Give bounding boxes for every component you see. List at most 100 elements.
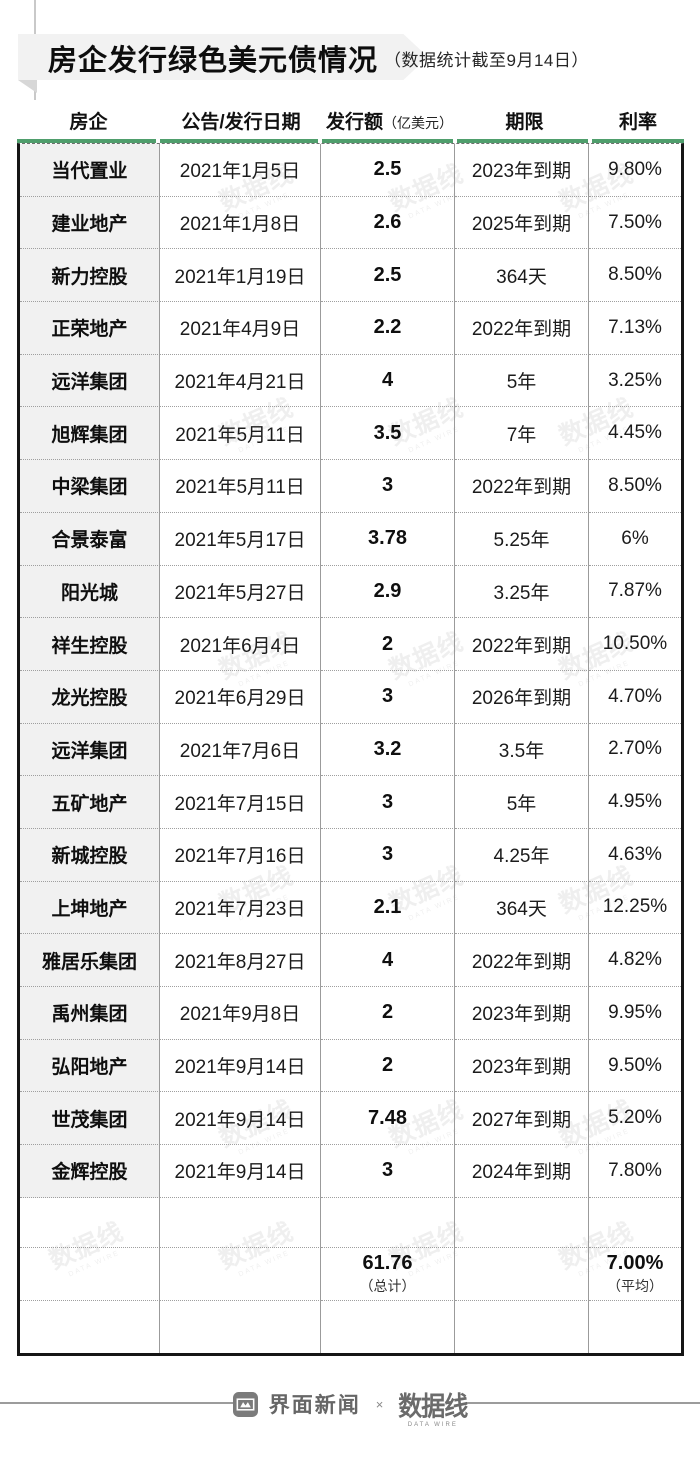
date-cell: 2021年9月14日: [160, 1092, 321, 1146]
page-title: 房企发行绿色美元债情况: [48, 45, 379, 77]
datawire-logo: 数据线 DATA WIRE: [398, 1386, 468, 1428]
rate-cell: 6%: [589, 513, 681, 566]
rate-cell: 7.87%: [589, 566, 681, 619]
empty-cell: [20, 1197, 160, 1248]
rate-cell: 8.50%: [589, 460, 681, 513]
rate-cell: 12.25%: [589, 882, 681, 935]
term-cell: 2026年到期: [455, 670, 589, 724]
company-cell: 正荣地产: [20, 302, 160, 355]
accent-bar: [592, 139, 684, 143]
rate-cell: 8.50%: [589, 249, 681, 303]
rate-cell: 4.82%: [589, 934, 681, 987]
term-cell: 2022年到期: [455, 302, 589, 355]
company-cell: 合景泰富: [20, 512, 160, 566]
footer-divider-left: [0, 1402, 235, 1404]
rate-cell: 10.50%: [589, 618, 681, 671]
date-cell: 2021年9月14日: [160, 1145, 321, 1198]
amount-cell: 3.2: [321, 723, 455, 777]
term-cell: 2023年到期: [455, 987, 589, 1040]
empty-cell: [589, 1301, 681, 1353]
company-cell: 五矿地产: [20, 776, 160, 829]
company-cell: 旭辉集团: [20, 407, 160, 461]
term-cell: 364天: [455, 881, 589, 935]
rate-cell: 4.70%: [589, 671, 681, 724]
term-cell: 2022年到期: [455, 460, 589, 513]
header-term: 期限: [505, 111, 544, 133]
term-cell: 4.25年: [455, 828, 589, 882]
term-cell: 5.25年: [455, 512, 589, 566]
header-rate: 利率: [618, 111, 657, 133]
rate-cell: 7.13%: [589, 302, 681, 355]
header-company: 房企: [69, 111, 108, 133]
rate-cell: 9.50%: [589, 1040, 681, 1093]
company-cell: 世茂集团: [20, 1092, 160, 1146]
amount-cell: 3.78: [321, 512, 455, 566]
date-cell: 2021年1月19日: [160, 249, 321, 303]
title-block: 房企发行绿色美元债情况 （数据统计截至9月14日）: [48, 36, 589, 80]
rate-cell: 2.70%: [589, 724, 681, 777]
company-cell: 远洋集团: [20, 354, 160, 408]
average-rate-cell: 7.00% （平均）: [589, 1248, 681, 1301]
accent-bar: [160, 139, 318, 143]
jiemian-brand-text: 界面新闻: [268, 1394, 361, 1417]
empty-cell: [455, 1247, 589, 1301]
term-cell: 2027年到期: [455, 1092, 589, 1146]
amount-cell: 3: [321, 776, 455, 829]
table-header-row: 房企 公告/发行日期 发行额（亿美元） 期限 利率: [17, 101, 684, 139]
header-accent-bars: [17, 139, 684, 143]
rate-cell: 7.80%: [589, 1145, 681, 1198]
company-cell: 新力控股: [20, 249, 160, 303]
company-cell: 金辉控股: [20, 1145, 160, 1198]
total-amount-value: 61.76: [362, 1251, 413, 1274]
amount-cell: 4: [321, 354, 455, 408]
empty-cell: [455, 1300, 589, 1353]
amount-cell: 3: [321, 1145, 455, 1198]
amount-cell: 3.5: [321, 407, 455, 461]
amount-cell: 7.48: [321, 1092, 455, 1146]
date-cell: 2021年5月17日: [160, 512, 321, 566]
date-cell: 2021年7月23日: [160, 881, 321, 935]
amount-cell: 2.2: [321, 302, 455, 355]
amount-cell: 3: [321, 670, 455, 724]
average-rate-label: （平均）: [607, 1277, 663, 1294]
datawire-brand-text: 数据线: [398, 1391, 468, 1422]
amount-cell: 3: [321, 460, 455, 513]
date-cell: 2021年1月5日: [160, 144, 321, 197]
amount-cell: 2.9: [321, 565, 455, 619]
company-cell: 新城控股: [20, 828, 160, 882]
term-cell: 2024年到期: [455, 1145, 589, 1198]
rate-cell: 4.63%: [589, 829, 681, 882]
rate-cell: 9.80%: [589, 144, 681, 197]
amount-cell: 2.1: [321, 881, 455, 935]
date-cell: 2021年7月16日: [160, 828, 321, 882]
date-cell: 2021年7月6日: [160, 723, 321, 777]
company-cell: 上坤地产: [20, 881, 160, 935]
jiemian-logo-icon: [232, 1391, 258, 1417]
date-cell: 2021年9月14日: [160, 1039, 321, 1093]
brand-separator: ×: [375, 1396, 384, 1412]
empty-cell: [321, 1300, 455, 1353]
term-cell: 5年: [455, 354, 589, 408]
page-subtitle: （数据统计截至9月14日）: [384, 50, 589, 70]
empty-cell: [20, 1247, 160, 1301]
accent-bar: [457, 139, 588, 143]
total-amount-cell: 61.76 （总计）: [321, 1247, 455, 1301]
company-cell: 当代置业: [20, 144, 160, 197]
table-body: 当代置业 2021年1月5日 2.5 2023年到期 9.80% 建业地产 2021年1月8…: [17, 143, 684, 1356]
amount-cell: 3: [321, 828, 455, 882]
header-amount: 发行额（亿美元）: [325, 111, 453, 133]
accent-bar: [17, 139, 156, 143]
company-cell: 祥生控股: [20, 618, 160, 671]
term-cell: 7年: [455, 407, 589, 461]
term-cell: 364天: [455, 249, 589, 303]
rate-cell: 4.45%: [589, 407, 681, 461]
average-rate-value: 7.00%: [606, 1251, 664, 1274]
date-cell: 2021年5月11日: [160, 460, 321, 513]
company-cell: 龙光控股: [20, 670, 160, 724]
empty-cell: [160, 1300, 321, 1353]
company-cell: 弘阳地产: [20, 1039, 160, 1093]
rate-cell: 9.95%: [589, 987, 681, 1040]
rate-cell: 3.25%: [589, 355, 681, 408]
company-cell: 建业地产: [20, 196, 160, 250]
